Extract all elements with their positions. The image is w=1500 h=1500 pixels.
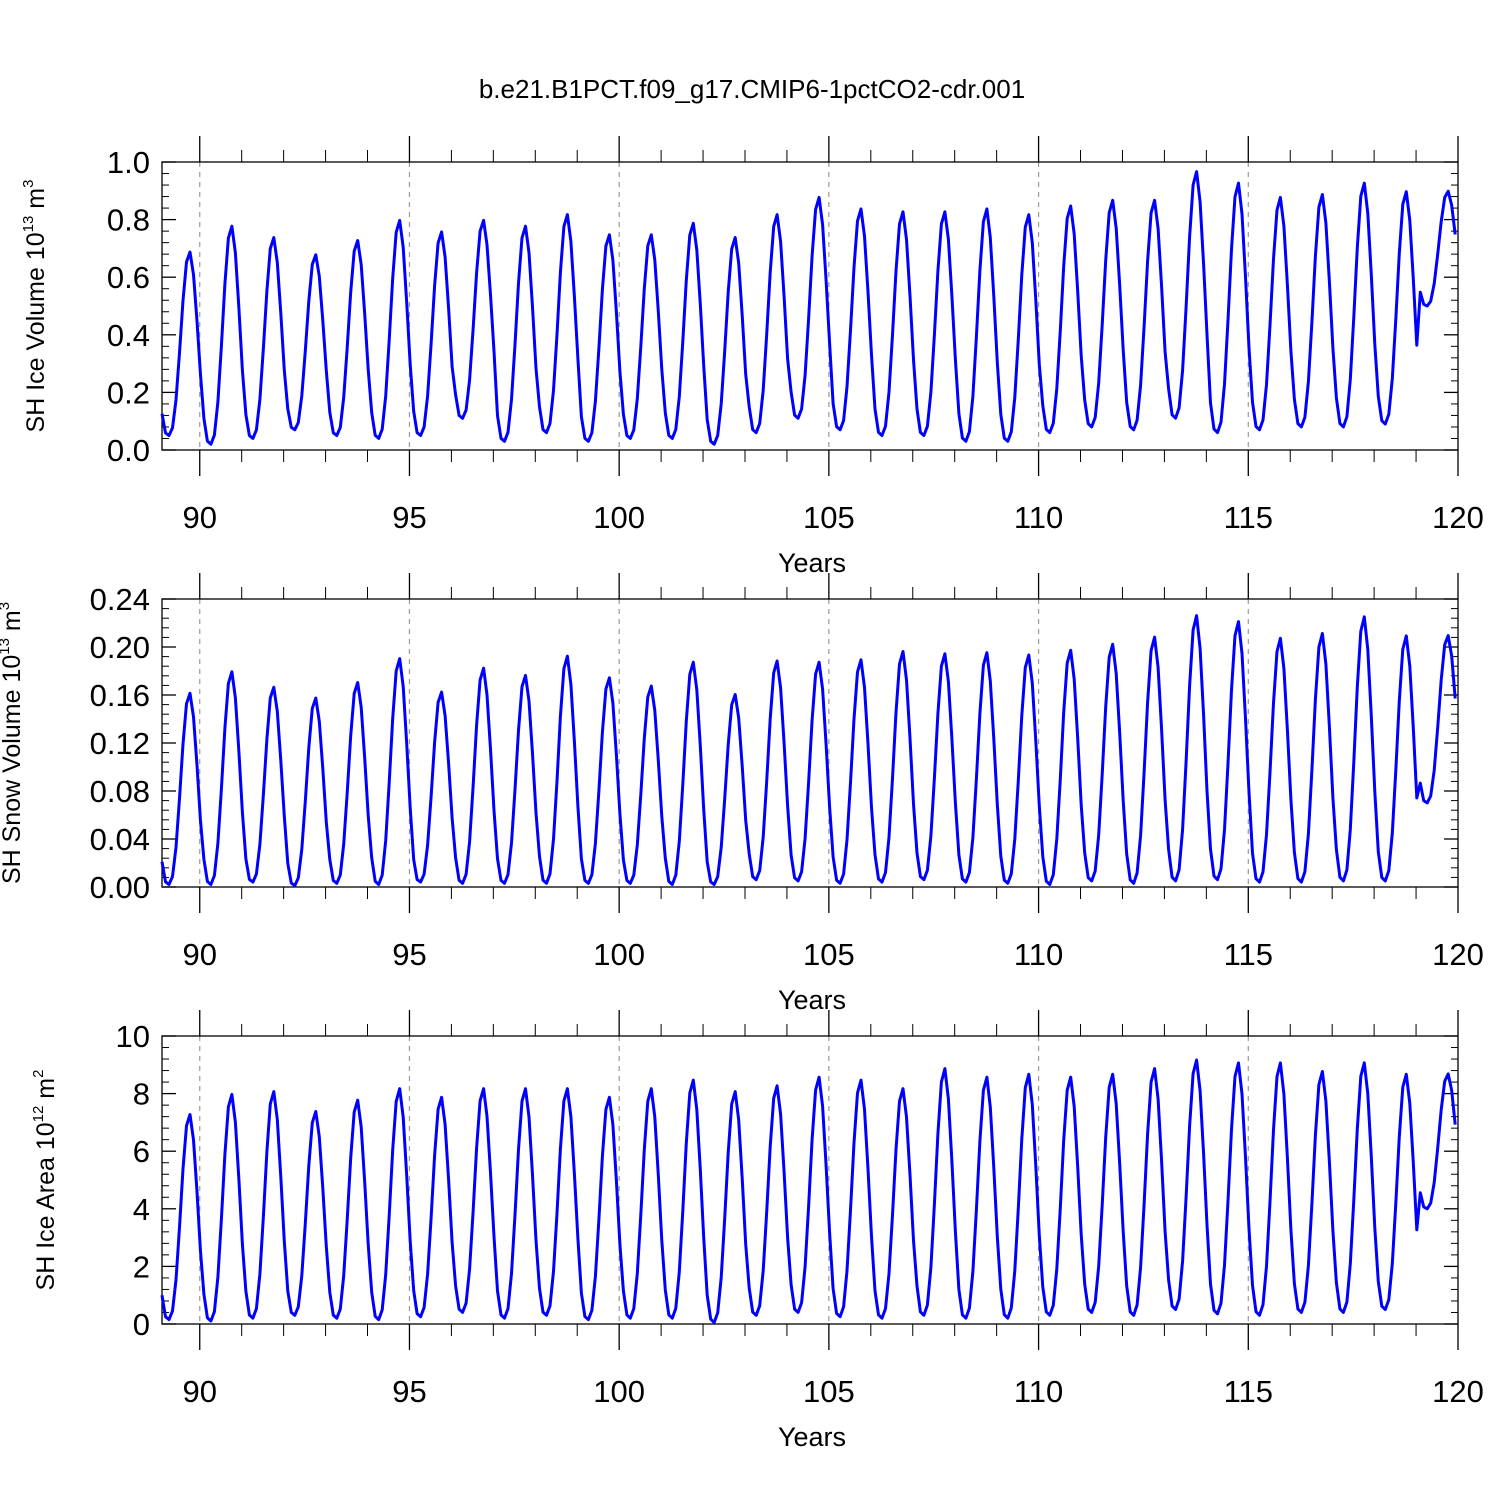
y-label-exponent: 13	[0, 638, 13, 655]
y-tick-label: 0.00	[90, 870, 150, 905]
y-label-exponent: 12	[30, 1106, 47, 1123]
y-axis-label: SH Ice Volume 1013 m3	[20, 180, 50, 433]
x-ticks	[199, 136, 1459, 476]
y-tick-label: 0.08	[90, 774, 150, 809]
x-tick-label: 110	[1014, 500, 1063, 535]
y-label-unit-exponent: 3	[0, 602, 13, 610]
x-tick-label: 100	[593, 937, 645, 972]
y-tick-label: 10	[116, 1019, 150, 1054]
x-tick-label: 120	[1432, 937, 1484, 972]
figure-title: b.e21.B1PCT.f09_g17.CMIP6-1pctCO2-cdr.00…	[479, 74, 1025, 104]
panel-ice-volume: 90 95 100 105 110 115 120 0.0 0.2 0.4 0.6 0.8 1.0 Yea…	[20, 136, 1484, 578]
x-tick-label: 105	[803, 937, 855, 972]
x-tick-label: 100	[593, 500, 645, 535]
x-tick-label: 120	[1432, 500, 1484, 535]
y-axis-label: SH Ice Area 1012 m2	[30, 1070, 60, 1291]
x-tick-label: 90	[183, 937, 217, 972]
x-axis-label: Years	[778, 1422, 846, 1452]
x-tick-label: 115	[1224, 1374, 1273, 1409]
y-label-exponent: 13	[20, 216, 37, 233]
plot-frame	[161, 1035, 1459, 1325]
y-tick-label: 0.2	[107, 375, 150, 410]
x-tick-label: 90	[183, 1374, 217, 1409]
series-line	[160, 614, 1457, 888]
y-tick-label: 0.8	[107, 203, 150, 238]
x-ticks	[199, 573, 1459, 913]
y-tick-label: 0.4	[107, 318, 150, 353]
y-label-unit: m	[22, 188, 50, 216]
series-line	[160, 1058, 1457, 1324]
x-axis-label: Years	[778, 985, 846, 1015]
panel-ice-area: 90 95 100 105 110 115 120 0 2 4 6 8 10 Years SH Ice Ar…	[30, 1010, 1484, 1452]
y-tick-label: 4	[133, 1192, 150, 1227]
y-axis-label: SH Snow Volume 1013 m3	[0, 602, 26, 884]
x-tick-label: 95	[392, 500, 426, 535]
x-tick-label: 95	[392, 1374, 426, 1409]
y-tick-label: 1.0	[107, 145, 150, 180]
y-tick-label: 0.16	[90, 678, 150, 713]
y-tick-label: 6	[133, 1134, 150, 1169]
x-axis-label: Years	[778, 548, 846, 578]
x-tick-label: 105	[803, 500, 855, 535]
y-label-unit-exponent: 3	[20, 180, 37, 188]
y-label-text: SH Snow Volume 10	[0, 655, 26, 884]
x-tick-label: 110	[1014, 1374, 1063, 1409]
y-tick-label: 0	[133, 1307, 150, 1342]
y-tick-label: 2	[133, 1249, 150, 1284]
y-tick-label: 8	[133, 1077, 150, 1112]
x-tick-label: 110	[1014, 937, 1063, 972]
x-tick-label: 115	[1224, 937, 1273, 972]
y-ticks	[162, 598, 1458, 888]
y-label-unit: m	[0, 610, 26, 638]
series-line	[160, 170, 1457, 446]
y-tick-label: 0.6	[107, 260, 150, 295]
y-ticks	[162, 161, 1458, 451]
plot-frame	[161, 161, 1459, 451]
x-tick-label: 115	[1224, 500, 1273, 535]
y-tick-label: 0.0	[107, 433, 150, 468]
y-tick-label: 0.04	[90, 822, 150, 857]
y-label-text: SH Ice Area 10	[32, 1122, 60, 1290]
y-label-text: SH Ice Volume 10	[22, 232, 50, 432]
y-label-unit-exponent: 2	[30, 1070, 47, 1078]
panels: 90 95 100 105 110 115 1200.00.20.40.60.81.0Yea…	[0, 136, 1484, 1452]
x-tick-label: 100	[593, 1374, 645, 1409]
y-tick-label: 0.12	[90, 726, 150, 761]
y-label-unit: m	[32, 1078, 60, 1106]
x-tick-label: 105	[803, 1374, 855, 1409]
y-tick-label: 0.20	[90, 630, 150, 665]
x-ticks	[199, 1010, 1459, 1350]
x-tick-label: 120	[1432, 1374, 1484, 1409]
y-tick-label: 0.24	[90, 582, 150, 617]
panel-snow-volume: 90 95 100 105 110 115 120 0.00 0.04 0.08 0.12 0.16 0…	[0, 573, 1484, 1015]
x-tick-label: 95	[392, 937, 426, 972]
x-tick-label: 90	[183, 500, 217, 535]
y-ticks	[162, 1035, 1458, 1325]
